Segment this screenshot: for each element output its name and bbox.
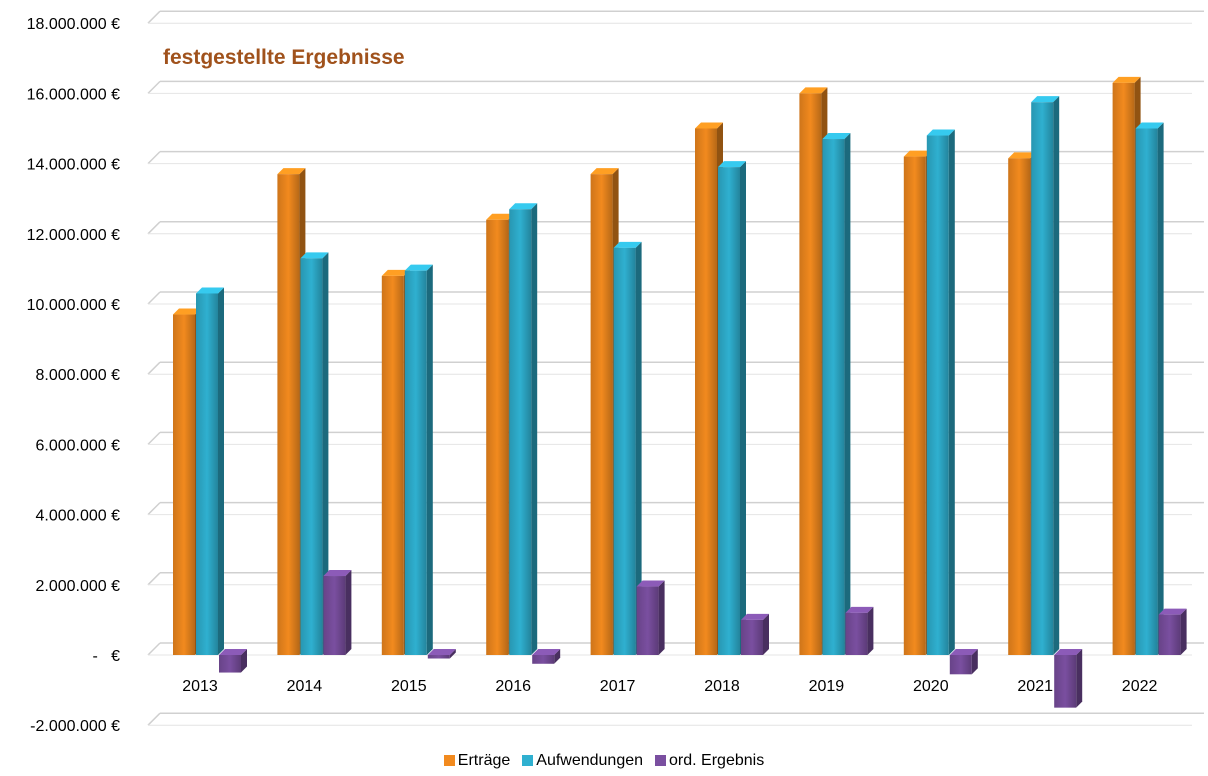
bar-aufwendungen-2022 xyxy=(1135,122,1164,655)
x-tick-label: 2015 xyxy=(391,678,427,695)
gridline xyxy=(147,10,1204,24)
y-tick-label: 4.000.000 € xyxy=(35,508,120,525)
bar-aufwendungen-2014 xyxy=(300,252,329,655)
bar-ordergebnis-2022 xyxy=(1158,608,1187,655)
y-tick-label: 2.000.000 € xyxy=(35,578,120,595)
bar-aufwendungen-2013 xyxy=(196,287,224,655)
legend-entry: ord. Ergebnis xyxy=(655,752,764,770)
bar-ordergebnis-2020 xyxy=(949,649,978,675)
legend-swatch xyxy=(522,755,534,766)
bar-aufwendungen-2017 xyxy=(613,241,642,655)
legend-swatch xyxy=(655,755,667,766)
bar-aufwendungen-2016 xyxy=(509,203,538,656)
x-axis-tick-labels: 2013 2014 2015 2016 2017 2018 2019 2020 2021 2022 xyxy=(182,678,1157,695)
x-tick-label: 2022 xyxy=(1122,678,1158,695)
bar-aufwendungen-2018 xyxy=(718,161,746,656)
y-tick-label: 12.000.000 € xyxy=(27,227,121,244)
bar-aufwendungen-2015 xyxy=(404,264,433,655)
x-tick-label: 2020 xyxy=(913,678,949,695)
bar-aufwendungen-2019 xyxy=(822,133,851,655)
bars xyxy=(173,76,1187,708)
bar-ordergebnis-2017 xyxy=(636,580,665,655)
y-tick-label: 8.000.000 € xyxy=(35,367,120,384)
gridline xyxy=(147,712,1204,726)
x-tick-label: 2021 xyxy=(1017,678,1053,695)
legend-swatch xyxy=(443,755,455,766)
bar-ordergebnis-2013 xyxy=(219,649,247,673)
y-tick-label: 18.000.000 € xyxy=(27,16,121,33)
legend: Erträge Aufwendungen ord. Ergebnis xyxy=(0,752,1208,770)
x-tick-label: 2016 xyxy=(495,678,531,695)
legend-entry: Erträge xyxy=(443,752,511,770)
gridline xyxy=(147,80,1204,94)
y-tick-label: 6.000.000 € xyxy=(35,437,120,454)
y-tick-label: 16.000.000 € xyxy=(27,86,121,103)
x-tick-label: 2018 xyxy=(704,678,740,695)
bar-aufwendungen-2020 xyxy=(926,129,955,655)
y-axis-tick-labels: -2.000.000 € - € 2.000.000 € 4.000.000 € 6.0… xyxy=(27,16,121,735)
bar-ordergebnis-2019 xyxy=(845,606,874,655)
x-tick-label: 2019 xyxy=(809,678,845,695)
legend-label: Erträge xyxy=(457,752,511,769)
y-tick-label: 10.000.000 € xyxy=(27,297,121,314)
x-tick-label: 2017 xyxy=(600,678,636,695)
bar-aufwendungen-2021 xyxy=(1031,96,1060,656)
x-tick-label: 2013 xyxy=(182,678,218,695)
legend-label: Aufwendungen xyxy=(536,752,644,769)
y-tick-label: 14.000.000 € xyxy=(27,157,121,174)
x-tick-label: 2014 xyxy=(287,678,323,695)
bar-ordergebnis-2018 xyxy=(741,613,769,655)
y-tick-label: - € xyxy=(92,648,120,665)
chart-title: festgestellte Ergebnisse xyxy=(163,46,405,69)
legend-entry: Aufwendungen xyxy=(522,752,643,770)
bar-ordergebnis-2016 xyxy=(532,649,561,664)
bar-ordergebnis-2015 xyxy=(427,649,456,659)
bar-ordergebnis-2021 xyxy=(1054,649,1083,708)
legend-label: ord. Ergebnis xyxy=(669,752,765,769)
y-tick-label: -2.000.000 € xyxy=(30,718,120,735)
bar-ordergebnis-2014 xyxy=(323,570,352,655)
